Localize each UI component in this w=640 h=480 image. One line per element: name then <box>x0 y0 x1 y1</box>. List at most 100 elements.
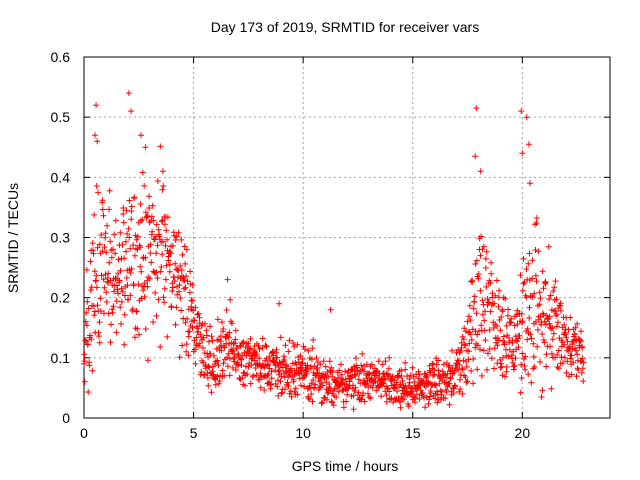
data-point <box>416 396 423 402</box>
data-point <box>289 360 296 367</box>
data-point <box>514 338 521 345</box>
data-point <box>229 320 235 327</box>
data-point <box>567 355 574 362</box>
data-point <box>111 231 118 238</box>
data-point <box>506 346 513 353</box>
data-point <box>103 289 110 296</box>
data-point <box>329 399 336 406</box>
data-point <box>171 232 178 239</box>
data-point <box>142 326 149 332</box>
data-point <box>203 332 210 339</box>
data-point <box>348 374 355 381</box>
data-point <box>554 351 561 358</box>
y-tick-label: 0.2 <box>51 290 71 306</box>
data-point <box>278 373 285 380</box>
data-point <box>117 229 124 236</box>
data-point <box>333 394 340 401</box>
data-point <box>478 372 485 379</box>
data-point <box>446 380 453 387</box>
data-point <box>482 337 489 344</box>
data-point <box>113 298 120 305</box>
data-point <box>237 343 244 350</box>
data-point <box>580 378 587 385</box>
data-point <box>548 385 555 392</box>
data-point <box>125 225 132 232</box>
data-point <box>358 362 365 369</box>
data-point <box>85 305 92 312</box>
data-point <box>568 352 575 359</box>
data-point <box>488 259 495 266</box>
data-point <box>178 236 185 243</box>
data-point <box>415 368 422 375</box>
data-point <box>537 314 544 320</box>
data-point <box>124 230 131 237</box>
data-point <box>218 347 225 354</box>
data-point <box>126 234 133 241</box>
data-point <box>299 356 306 363</box>
data-point <box>247 335 254 342</box>
data-point <box>550 288 557 295</box>
data-point <box>98 232 105 238</box>
data-point <box>574 351 581 358</box>
data-point <box>171 278 178 285</box>
data-point <box>457 348 464 354</box>
data-point <box>309 398 316 405</box>
data-point <box>275 392 282 399</box>
data-point <box>96 333 102 340</box>
data-point <box>318 379 325 386</box>
data-point <box>161 299 168 306</box>
data-point <box>383 392 390 399</box>
data-point <box>159 251 166 258</box>
data-point <box>191 346 198 353</box>
data-point <box>525 141 532 148</box>
data-point <box>574 320 581 327</box>
data-point <box>365 371 372 378</box>
data-point <box>488 270 495 277</box>
data-point <box>105 270 112 277</box>
data-point <box>256 355 263 362</box>
data-point <box>290 376 297 383</box>
data-point <box>244 371 251 378</box>
data-point <box>478 322 485 329</box>
data-point <box>282 342 289 349</box>
data-point <box>264 361 271 368</box>
data-point <box>503 322 510 329</box>
data-point <box>355 389 362 396</box>
data-point <box>200 344 206 351</box>
data-point <box>167 250 174 257</box>
data-point <box>150 319 157 325</box>
data-point <box>166 261 173 268</box>
data-point <box>232 327 239 334</box>
data-point <box>561 341 568 348</box>
data-point <box>158 264 165 270</box>
data-point <box>301 374 308 381</box>
data-point <box>112 217 119 224</box>
data-point <box>253 372 260 378</box>
data-point <box>97 295 104 302</box>
data-point <box>300 343 307 350</box>
plot-area-frame <box>83 56 611 419</box>
data-point <box>84 298 91 305</box>
data-point <box>505 353 512 360</box>
data-point <box>529 275 536 282</box>
data-point <box>385 365 392 372</box>
data-point <box>98 272 105 279</box>
data-point <box>502 373 508 380</box>
data-point <box>183 246 190 253</box>
data-point <box>412 394 419 401</box>
data-point <box>232 367 239 373</box>
data-point <box>488 355 495 362</box>
data-point <box>526 304 533 311</box>
data-point <box>205 382 212 389</box>
data-point <box>279 364 286 371</box>
data-point <box>537 295 544 302</box>
data-point <box>83 266 90 273</box>
data-point <box>169 288 176 294</box>
data-point <box>440 361 447 368</box>
data-point <box>361 398 368 405</box>
data-point <box>94 244 101 251</box>
data-point <box>547 292 554 299</box>
data-point <box>372 378 379 385</box>
data-point <box>131 194 138 201</box>
data-point <box>436 380 443 387</box>
